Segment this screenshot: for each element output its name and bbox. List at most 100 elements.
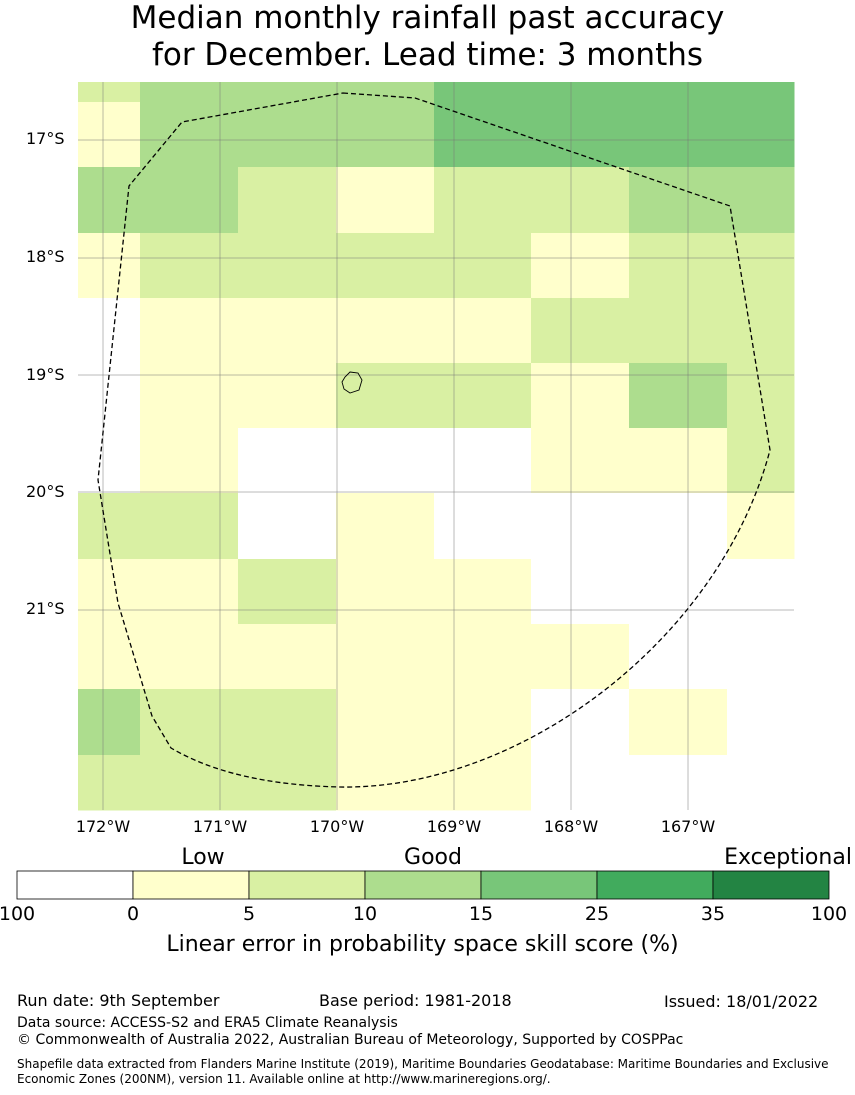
grid-cell (336, 559, 435, 625)
grid-cell (78, 624, 141, 690)
colorbar-segment (596, 870, 714, 900)
grid-cell (336, 363, 435, 429)
colorbar-tick: 5 (242, 903, 256, 925)
colorbar-tick: 0 (126, 903, 140, 925)
grid-cell (727, 689, 795, 756)
grid-cell (238, 624, 337, 690)
grid-cell (531, 82, 630, 103)
grid-cell (531, 624, 630, 690)
grid-cell (434, 428, 532, 494)
grid-cell (78, 82, 141, 103)
grid-cell (336, 755, 435, 811)
colorbar-segment (248, 870, 366, 900)
grid-cell (434, 167, 532, 234)
grid-cell (727, 233, 795, 299)
grid-cell (629, 689, 728, 756)
colorbar-segment (132, 870, 250, 900)
grid-cell (727, 298, 795, 364)
grid-cell (629, 233, 728, 299)
grid-cell (140, 755, 239, 811)
grid-cell (78, 363, 141, 429)
grid-cell (727, 559, 795, 625)
grid-cell (434, 82, 532, 103)
grid-cell (531, 363, 630, 429)
grid-cell (140, 102, 239, 168)
lat-label: 18°S (26, 247, 65, 266)
grid-cell (78, 167, 141, 234)
grid-cell (434, 102, 532, 168)
grid-cell (336, 82, 435, 103)
lon-label: 168°W (543, 817, 599, 836)
grid-cell (78, 428, 141, 494)
title-line-2: for December. Lead time: 3 months (151, 37, 704, 73)
grid-cell (434, 624, 532, 690)
lon-label: 171°W (192, 817, 248, 836)
grid-cell (140, 363, 239, 429)
title-line-1: Median monthly rainfall past accuracy (130, 0, 725, 36)
grid-cell (629, 298, 728, 364)
lon-label: 172°W (75, 817, 131, 836)
grid-cell (78, 233, 141, 299)
colorbar-label: Linear error in probability space skill … (166, 932, 679, 957)
colorbar (16, 870, 830, 900)
colorbar-word-good: Good (404, 845, 462, 870)
grid-cell (336, 689, 435, 756)
grid-cell (140, 428, 239, 494)
grid-cell (238, 493, 337, 560)
grid-cell (531, 167, 630, 234)
lat-label: 21°S (26, 599, 65, 618)
grid-cell (336, 298, 435, 364)
colorbar-segment (480, 870, 598, 900)
grid-cell (727, 102, 795, 168)
colorbar-tick: 15 (468, 903, 494, 925)
grid-cell (336, 624, 435, 690)
grid-cell (629, 167, 728, 234)
copyright: © Commonwealth of Australia 2022, Austra… (17, 1032, 684, 1048)
colorbar-segment (16, 870, 134, 900)
grid-cell (140, 298, 239, 364)
grid-cell (629, 363, 728, 429)
grid-cell (531, 755, 630, 811)
eez-boundary (97, 92, 771, 788)
colorbar-word-exceptional: Exceptional (724, 845, 852, 870)
grid-cell (727, 428, 795, 494)
grid-cell (531, 559, 630, 625)
shapefile-credit: Shapefile data extracted from Flanders M… (17, 1057, 829, 1086)
colorbar-segment (712, 870, 830, 900)
grid-cell (336, 167, 435, 234)
grid-cell (434, 493, 532, 560)
grid-cell (531, 233, 630, 299)
grid-cells (78, 82, 795, 811)
grid-cell (140, 167, 239, 234)
grid-cell (336, 102, 435, 168)
grid-cell (727, 755, 795, 811)
grid-cell (336, 233, 435, 299)
grid-cell (78, 493, 141, 560)
grid-cell (629, 624, 728, 690)
grid-cell (78, 689, 141, 756)
grid-cell (238, 689, 337, 756)
grid-cell (727, 167, 795, 234)
grid-cell (78, 102, 141, 168)
grid-cell (727, 82, 795, 103)
lat-label: 19°S (26, 365, 65, 384)
grid-cell (140, 233, 239, 299)
grid-cell (629, 493, 728, 560)
grid-cell (629, 755, 728, 811)
lat-label: 20°S (26, 482, 65, 501)
grid-cell (238, 82, 337, 103)
grid-cell (629, 82, 728, 103)
lon-label: 167°W (660, 817, 716, 836)
grid-cell (140, 559, 239, 625)
grid-cell (434, 363, 532, 429)
grid-cell (238, 233, 337, 299)
grid-cell (238, 102, 337, 168)
grid-cell (531, 102, 630, 168)
grid-cell (727, 493, 795, 560)
grid-cell (727, 363, 795, 429)
grid-cell (140, 624, 239, 690)
grid-cell (238, 755, 337, 811)
grid-cell (336, 493, 435, 560)
grid-cell (629, 102, 728, 168)
